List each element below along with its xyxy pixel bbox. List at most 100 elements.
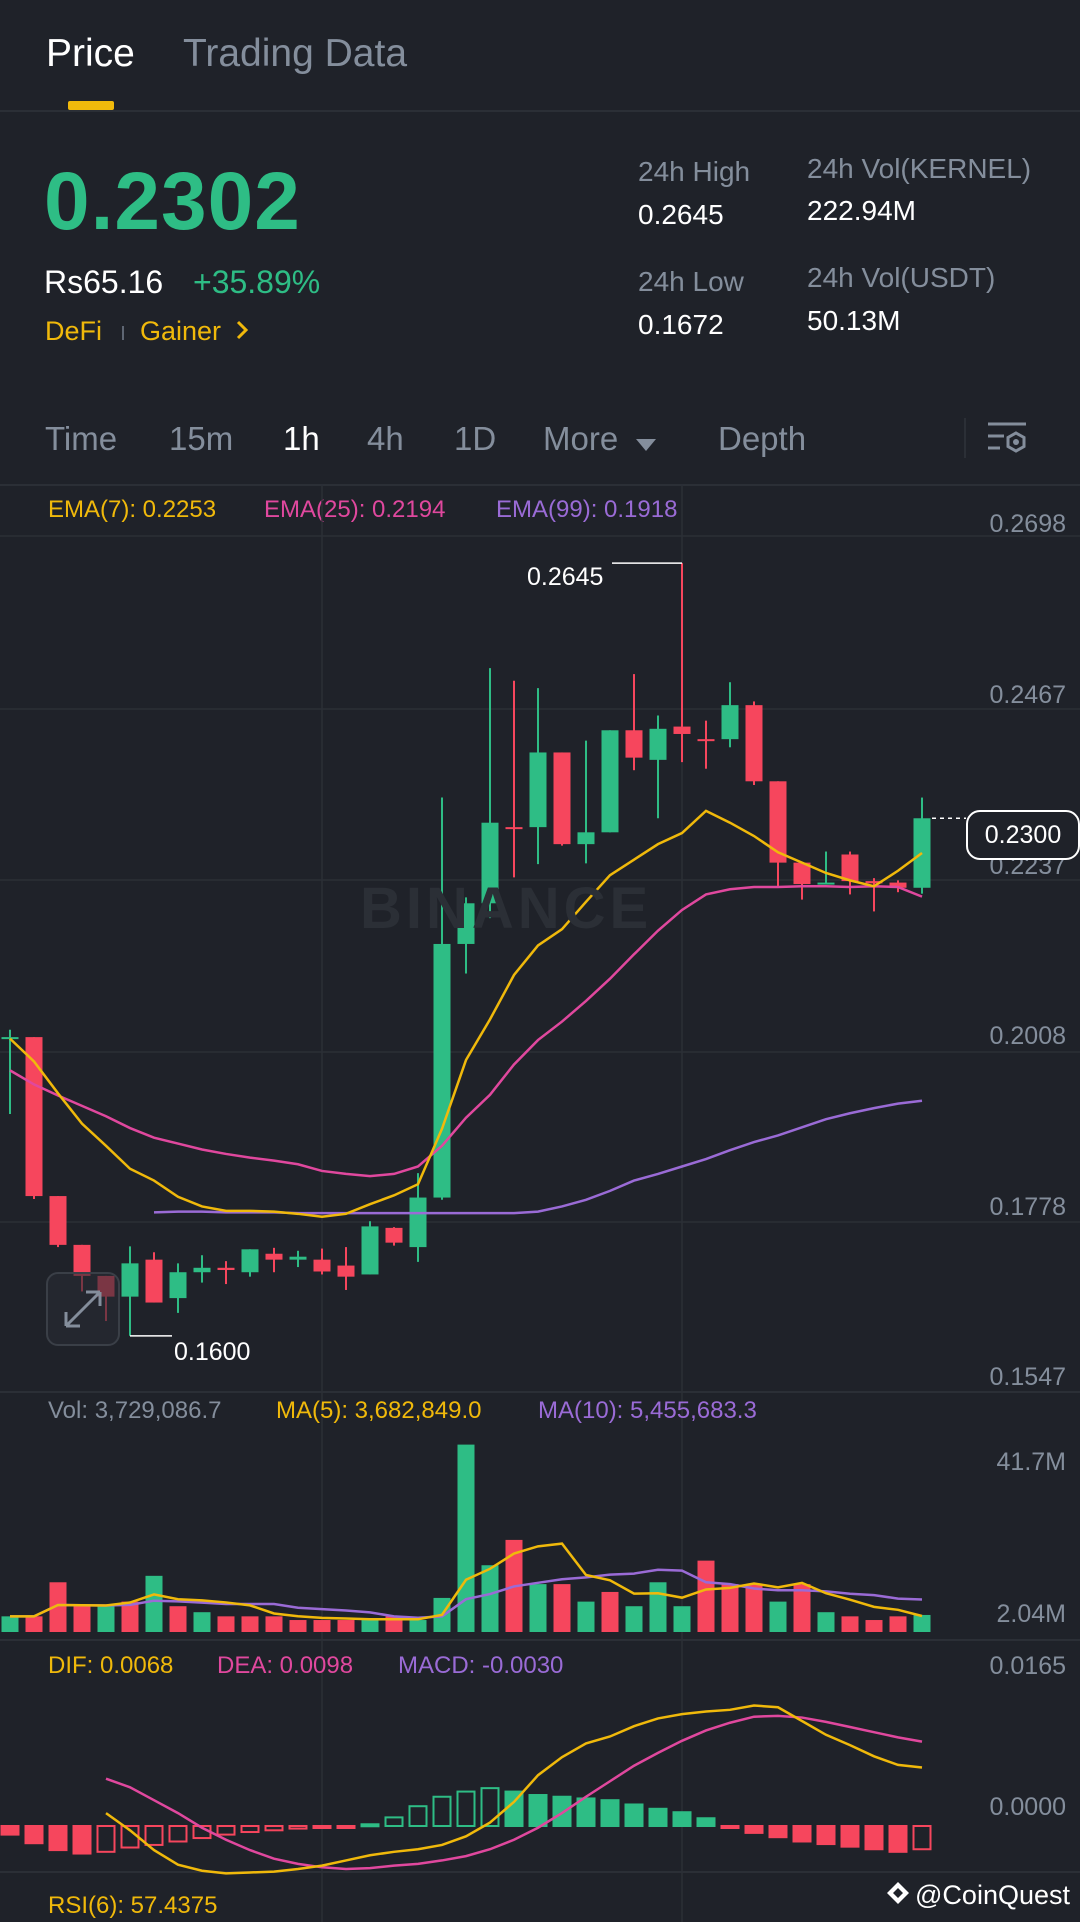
- macd-histogram-bar: [576, 1797, 596, 1827]
- price-axis-5: 0.1547: [989, 1363, 1066, 1391]
- macd-histogram-bar: [24, 1825, 44, 1845]
- macd-histogram-bar: [192, 1825, 212, 1840]
- macd-histogram-bar: [216, 1825, 236, 1836]
- volume-bar: [841, 1616, 859, 1632]
- volume-bar: [649, 1582, 667, 1632]
- volume-bar: [313, 1620, 331, 1632]
- timeframe-4h[interactable]: 4h: [367, 420, 404, 457]
- coinquest-label: @CoinQuest: [915, 1880, 1070, 1910]
- volume-bar: [241, 1616, 259, 1632]
- toolbar-divider: [964, 418, 966, 458]
- candle-body: [721, 705, 739, 740]
- price-change-percent: +35.89%: [193, 264, 321, 300]
- candle-body: [361, 1226, 379, 1275]
- macd-histogram-bar: [744, 1825, 764, 1834]
- expand-chart-button[interactable]: [46, 1272, 120, 1346]
- candle-body: [409, 1197, 427, 1248]
- active-tab-indicator: [68, 101, 114, 110]
- candle-body: [385, 1227, 403, 1243]
- volume-bar: [625, 1606, 643, 1632]
- timeframe-15m[interactable]: 15m: [169, 420, 234, 457]
- vol-base-value: 222.94M: [807, 195, 916, 226]
- macd-histogram-bar: [144, 1825, 164, 1846]
- candle-body: [745, 705, 763, 782]
- macd-histogram-bar: [288, 1825, 308, 1830]
- candle-body: [217, 1267, 235, 1271]
- triangle-down-icon: [635, 422, 657, 460]
- candle-body: [769, 781, 787, 863]
- macd-histogram-bar: [720, 1825, 740, 1829]
- ema25-legend: EMA(25): 0.2194: [264, 496, 446, 523]
- volume-bar: [97, 1606, 115, 1632]
- candle-body: [889, 882, 907, 888]
- macd-histogram-bar: [96, 1825, 116, 1853]
- candle-body: [505, 827, 523, 830]
- vol-quote-label: 24h Vol(USDT): [807, 262, 996, 293]
- toolbar-divider-bottom: [0, 484, 1080, 486]
- macd-histogram-bar: [816, 1825, 836, 1846]
- volume-bar: [217, 1616, 235, 1632]
- timeframe-more[interactable]: More: [543, 420, 657, 460]
- macd-histogram-bar: [864, 1825, 884, 1851]
- tag-defi[interactable]: DeFi: [45, 316, 103, 346]
- chevron-right-icon: [235, 317, 249, 348]
- volume-bar: [337, 1620, 355, 1632]
- macd-histogram-bar: [504, 1790, 524, 1828]
- coinquest-brand: @CoinQuest: [885, 1880, 1070, 1913]
- tab-price[interactable]: Price: [46, 32, 135, 75]
- volume-bar: [817, 1612, 835, 1632]
- candle-body: [601, 730, 619, 833]
- volume-bar: [145, 1575, 163, 1632]
- candle-body: [793, 862, 811, 885]
- tab-depth[interactable]: Depth: [718, 420, 807, 457]
- price-axis-4: 0.1778: [989, 1193, 1066, 1221]
- macd-histogram-bar: [696, 1817, 716, 1827]
- macd-histogram-bar: [360, 1823, 380, 1828]
- volume-bar: [913, 1614, 931, 1632]
- macd-histogram-bar: [480, 1787, 500, 1827]
- volume-bar: [865, 1620, 883, 1632]
- macd-histogram-bar: [840, 1825, 860, 1848]
- candle-body: [841, 854, 859, 882]
- tag-gainer[interactable]: Gainer: [140, 316, 249, 348]
- timeframe-more-label: More: [543, 420, 619, 457]
- macd-histogram-bar: [336, 1825, 356, 1829]
- candle-body: [289, 1256, 307, 1260]
- volume-bar: [409, 1620, 427, 1632]
- tab-trading-data[interactable]: Trading Data: [183, 32, 408, 75]
- macd-value-legend: MACD: -0.0030: [398, 1652, 564, 1679]
- candle-body: [265, 1253, 283, 1260]
- candle-body: [673, 726, 691, 734]
- ema7-legend: EMA(7): 0.2253: [48, 496, 217, 523]
- macd-axis-top: 0.0165: [989, 1652, 1066, 1680]
- macd-axis-zero: 0.0000: [989, 1793, 1066, 1821]
- candle-body: [1, 1037, 19, 1040]
- macd-histogram-bar: [120, 1825, 140, 1849]
- macd-histogram-bar: [672, 1811, 692, 1828]
- volume-bar: [361, 1620, 379, 1632]
- volume-bar: [457, 1444, 475, 1632]
- candle-body: [649, 728, 667, 760]
- volume-axis-top: 41.7M: [996, 1448, 1066, 1476]
- timeframe-time[interactable]: Time: [45, 420, 118, 457]
- macd-histogram-bar: [600, 1799, 620, 1827]
- volume-bar: [889, 1616, 907, 1632]
- macd-dea-legend: DEA: 0.0098: [217, 1652, 354, 1679]
- timeframe-1d[interactable]: 1D: [454, 420, 497, 457]
- volume-bar: [481, 1565, 499, 1632]
- candle-body: [193, 1267, 211, 1273]
- macd-histogram-bar: [912, 1825, 932, 1851]
- volume-bar: [673, 1606, 691, 1632]
- volume-bar: [193, 1612, 211, 1632]
- macd-histogram-bar: [648, 1807, 668, 1827]
- volume-bar: [169, 1606, 187, 1632]
- macd-histogram-bar: [0, 1825, 20, 1836]
- chart-settings-icon[interactable]: [984, 416, 1030, 462]
- binance-watermark: BINANCE: [360, 876, 653, 941]
- candle-body: [433, 943, 451, 1198]
- candle-body: [697, 739, 715, 742]
- low-value: 0.1672: [638, 309, 724, 340]
- timeframe-1h[interactable]: 1h: [283, 420, 320, 457]
- rsi-legend: RSI(6): 57.4375: [48, 1892, 218, 1919]
- vol-quote-value: 50.13M: [807, 305, 901, 336]
